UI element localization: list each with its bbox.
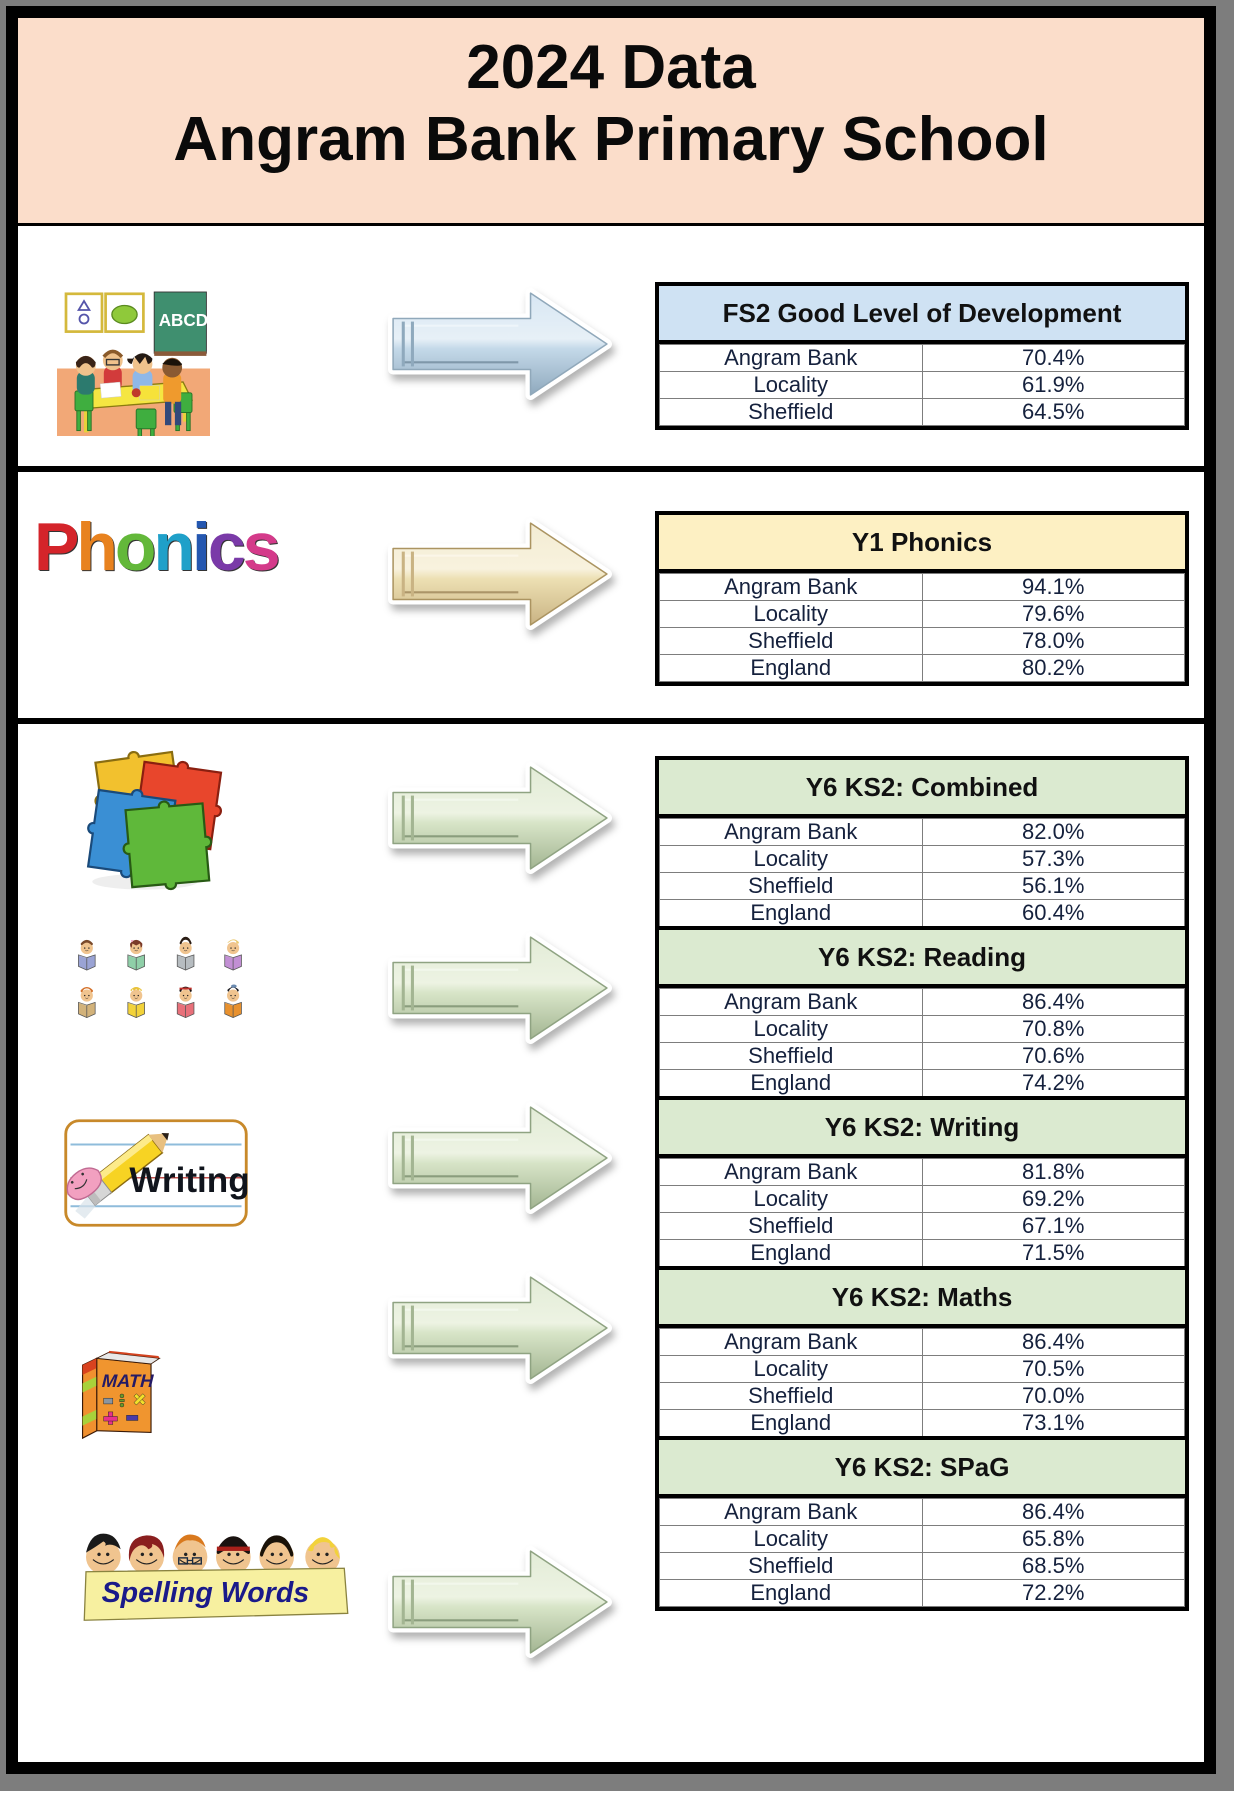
svg-text:ABCDE: ABCDE: [159, 311, 220, 330]
svg-text:MATH: MATH: [101, 1370, 154, 1391]
svg-text:Writing: Writing: [129, 1161, 249, 1200]
svg-text:Spelling Words: Spelling Words: [102, 1577, 310, 1609]
